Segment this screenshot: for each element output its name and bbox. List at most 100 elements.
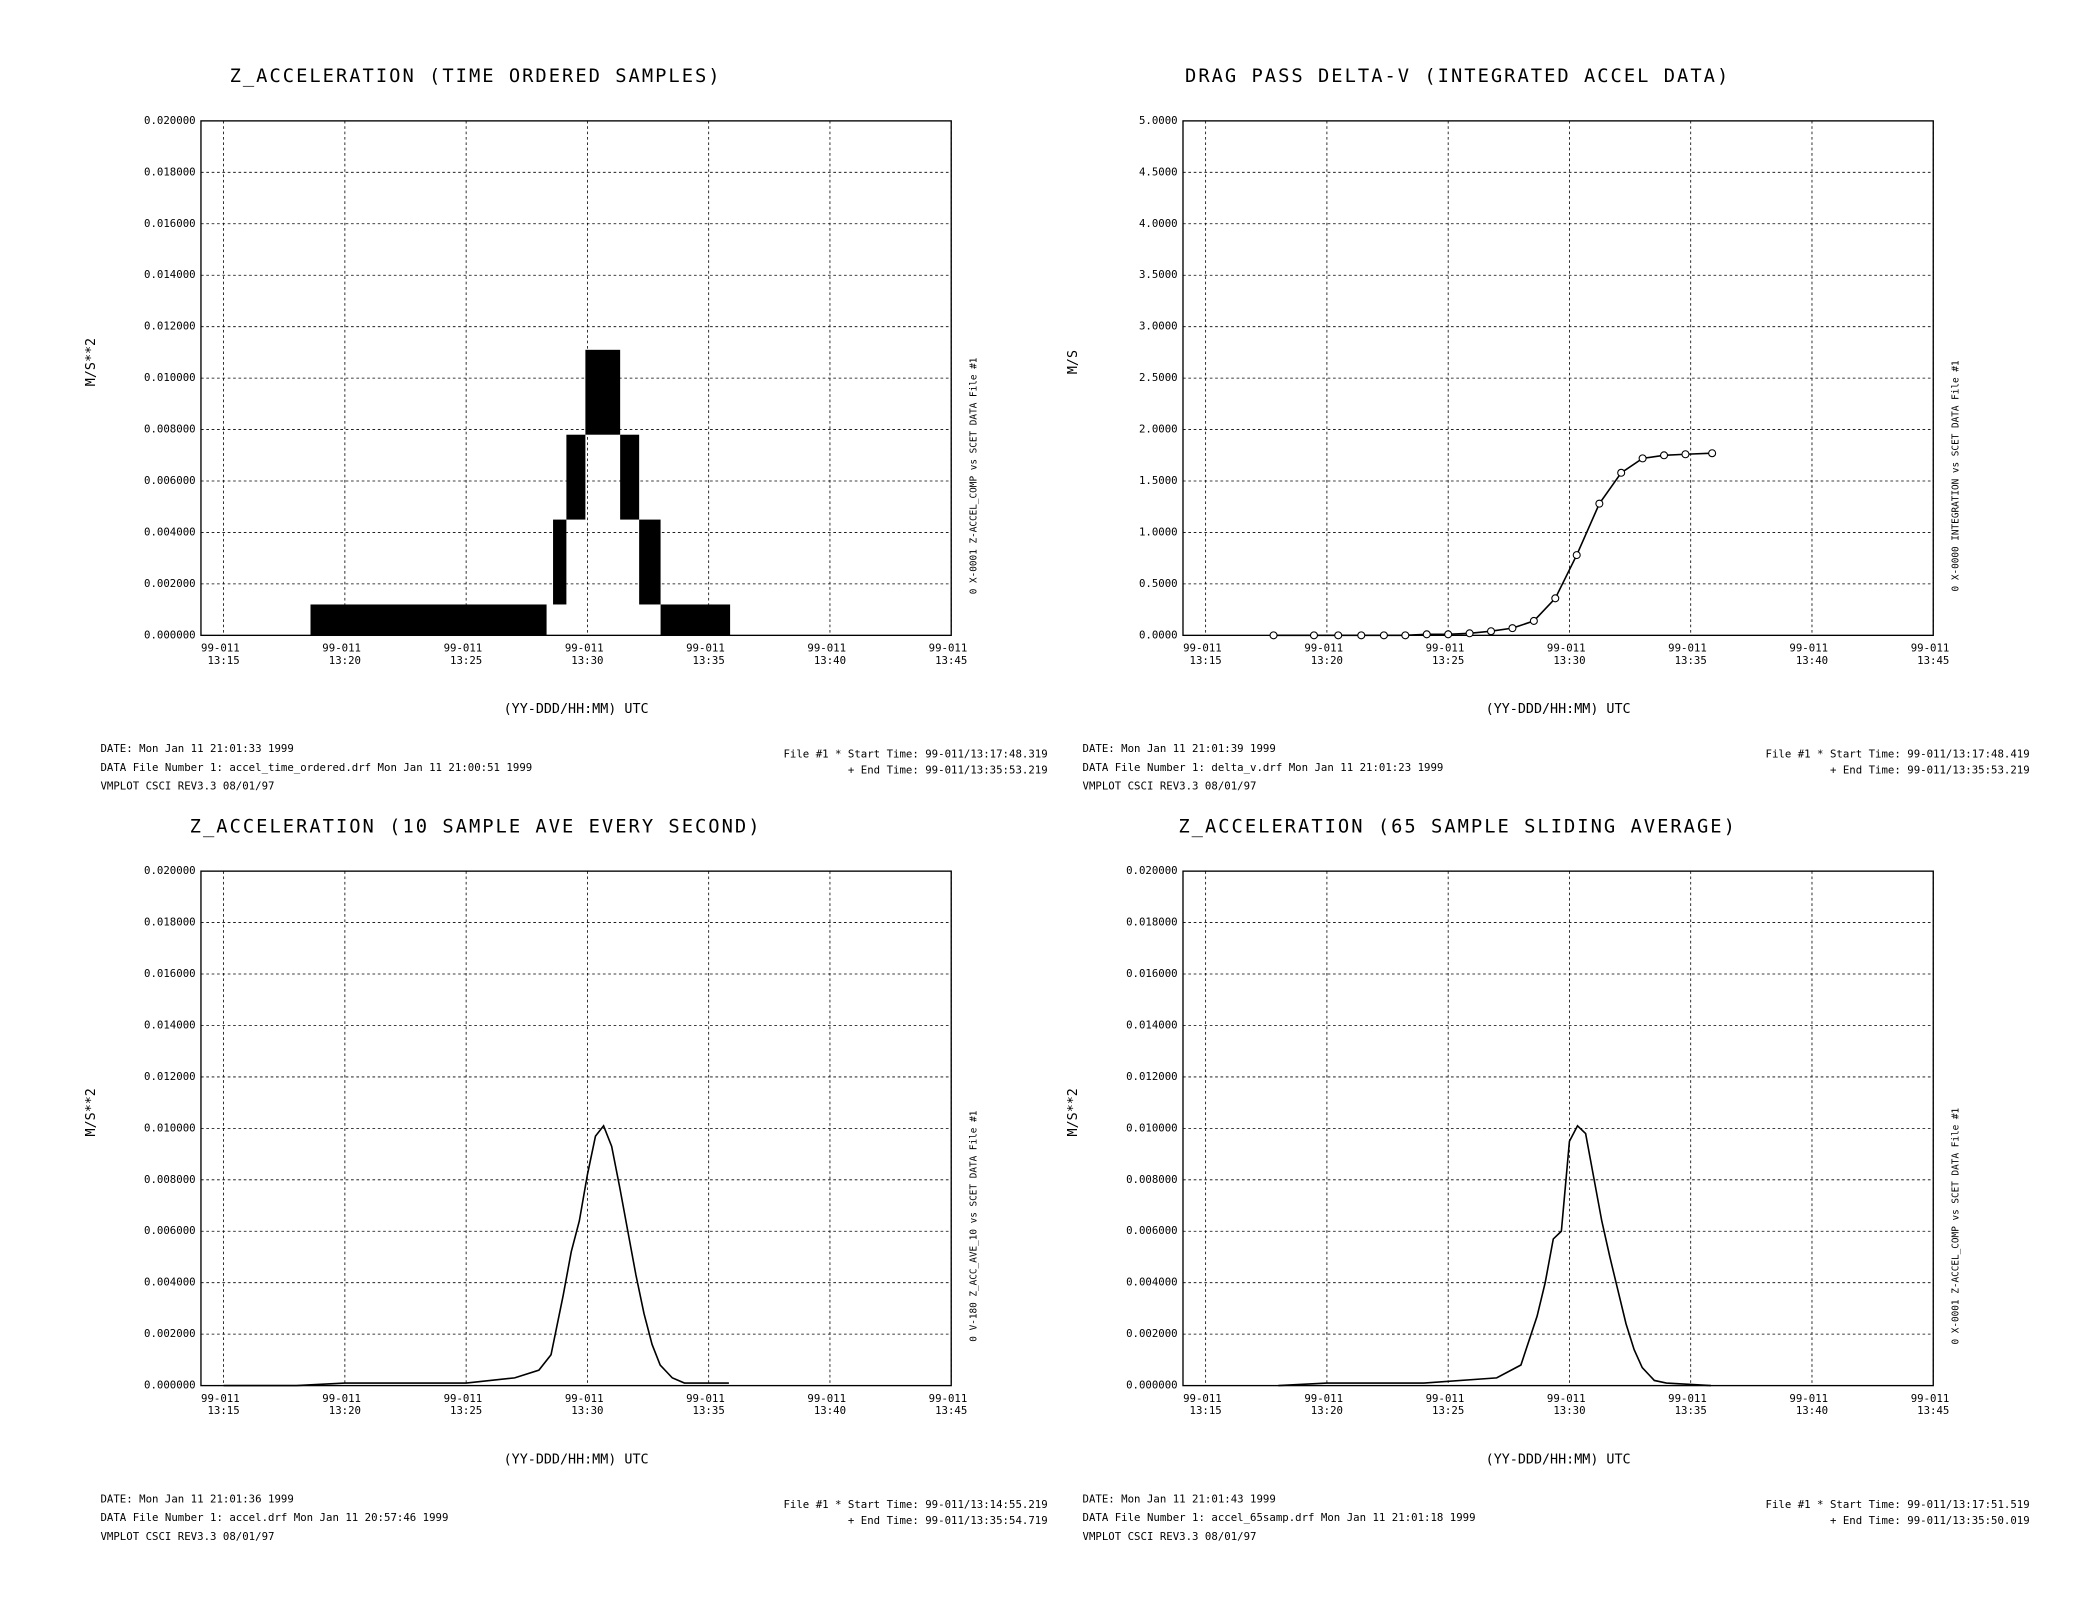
x-tick-label: 99-011 13:15: [201, 1392, 246, 1417]
data-point: [1508, 624, 1517, 633]
time-range: File #1 * Start Time: 99-011/13:17:48.41…: [1766, 748, 2030, 761]
footer-line: DATA File Number 1: accel_time_ordered.d…: [100, 761, 532, 774]
y-tick-label: 0.000000: [144, 628, 196, 641]
y-tick-label: 0.014000: [1126, 1018, 1178, 1031]
chart-title: Z_ACCELERATION (10 SAMPLE AVE EVERY SECO…: [190, 816, 762, 837]
footer-line: DATE: Mon Jan 11 21:01:43 1999: [1083, 1492, 1276, 1505]
plot-frame: [1182, 120, 1934, 637]
y-tick-label: 5.0000: [1139, 114, 1178, 127]
y-tick-label: 0.016000: [144, 217, 196, 230]
x-tick-label: 99-011 13:30: [1547, 642, 1592, 667]
y-tick-label: 0.016000: [144, 967, 196, 980]
x-tick-label: 99-011 13:45: [1911, 642, 1956, 667]
x-tick-label: 99-011 13:15: [1183, 642, 1228, 667]
time-range: + End Time: 99-011/13:35:53.219: [848, 764, 1048, 777]
y-tick-label: 0.020000: [144, 864, 196, 877]
side-label: 0 X-0001 Z-ACCEL_COMP vs SCET DATA File …: [968, 358, 979, 595]
x-tick-label: 99-011 13:20: [322, 1392, 367, 1417]
y-tick-label: 0.018000: [144, 916, 196, 929]
range-bar: [553, 519, 567, 605]
y-axis-label: M/S: [1066, 350, 1081, 374]
y-axis-label: M/S**2: [1066, 1088, 1081, 1136]
plot-frame: [200, 120, 952, 637]
y-tick-label: 0.008000: [144, 1173, 196, 1186]
y-tick-label: 0.010000: [1126, 1121, 1178, 1134]
chart-title: Z_ACCELERATION (65 SAMPLE SLIDING AVERAG…: [1178, 816, 1737, 837]
x-axis-label: (YY-DDD/HH:MM) UTC: [1486, 702, 1631, 717]
x-tick-label: 99-011 13:40: [807, 642, 852, 667]
y-tick-label: 0.012000: [144, 320, 196, 333]
time-range: + End Time: 99-011/13:35:53.219: [1830, 764, 2030, 777]
y-tick-label: 0.002000: [144, 577, 196, 590]
data-point: [1660, 451, 1669, 460]
data-point: [1422, 630, 1431, 639]
range-bar: [585, 349, 621, 435]
footer-line: VMPLOT CSCI REV3.3 08/01/97: [100, 780, 274, 793]
y-tick-label: 0.010000: [144, 371, 196, 384]
x-tick-label: 99-011 13:35: [1668, 642, 1713, 667]
y-tick-label: 0.010000: [144, 1121, 196, 1134]
footer-line: DATA File Number 1: accel.drf Mon Jan 11…: [100, 1511, 448, 1524]
data-point: [1572, 551, 1581, 560]
footer-line: VMPLOT CSCI REV3.3 08/01/97: [1083, 1530, 1257, 1543]
y-tick-label: 0.5000: [1139, 577, 1178, 590]
x-tick-label: 99-011 13:35: [686, 1392, 731, 1417]
data-line: [1273, 452, 1713, 637]
footer-line: VMPLOT CSCI REV3.3 08/01/97: [1083, 780, 1257, 793]
x-tick-label: 99-011 13:35: [686, 642, 731, 667]
time-range: File #1 * Start Time: 99-011/13:14:55.21…: [783, 1498, 1047, 1511]
chart-title: Z_ACCELERATION (TIME ORDERED SAMPLES): [230, 66, 722, 87]
data-point: [1269, 631, 1278, 640]
y-tick-label: 3.0000: [1139, 320, 1178, 333]
range-bar: [660, 604, 731, 636]
y-tick-label: 4.5000: [1139, 165, 1178, 178]
x-axis-label: (YY-DDD/HH:MM) UTC: [504, 1452, 649, 1467]
range-bar: [639, 519, 661, 605]
chart-panel: Z_ACCELERATION (TIME ORDERED SAMPLES) M/S…: [84, 66, 1048, 793]
y-tick-label: 0.014000: [144, 1018, 196, 1031]
y-tick-label: 4.0000: [1139, 217, 1178, 230]
footer-line: VMPLOT CSCI REV3.3 08/01/97: [100, 1530, 274, 1543]
data-point: [1708, 449, 1717, 458]
data-point: [1357, 631, 1366, 640]
y-tick-label: 0.006000: [144, 474, 196, 487]
y-tick-label: 0.0000: [1139, 628, 1178, 641]
chart-panel: Z_ACCELERATION (10 SAMPLE AVE EVERY SECO…: [84, 816, 1048, 1543]
footer-line: DATE: Mon Jan 11 21:01:33 1999: [100, 742, 293, 755]
data-point: [1486, 627, 1496, 636]
y-tick-label: 0.014000: [144, 268, 196, 281]
plot-frame: [200, 870, 952, 1387]
data-point: [1595, 499, 1604, 508]
data-point: [1309, 631, 1318, 640]
data-point: [1638, 454, 1647, 463]
footer-line: DATE: Mon Jan 11 21:01:36 1999: [100, 1492, 293, 1505]
chart-title: DRAG PASS DELTA-V (INTEGRATED ACCEL DATA…: [1185, 66, 1730, 87]
y-tick-label: 0.004000: [1126, 1276, 1178, 1289]
side-label: 0 X-0001 Z-ACCEL_COMP vs SCET DATA File …: [1951, 1108, 1962, 1345]
side-label: 0 X-0000 INTEGRATION vs SCET DATA File #…: [1951, 360, 1962, 591]
data-line: [1278, 1124, 1711, 1387]
y-tick-label: 1.5000: [1139, 474, 1178, 487]
footer-line: DATE: Mon Jan 11 21:01:39 1999: [1083, 742, 1276, 755]
data-point: [1529, 616, 1538, 625]
data-line: [223, 1124, 729, 1387]
x-tick-label: 99-011 13:45: [929, 1392, 974, 1417]
time-range: File #1 * Start Time: 99-011/13:17:51.51…: [1766, 1498, 2030, 1511]
x-tick-label: 99-011 13:20: [1304, 1392, 1349, 1417]
footer-line: DATA File Number 1: delta_v.drf Mon Jan …: [1083, 761, 1444, 774]
data-point: [1444, 630, 1453, 639]
x-tick-label: 99-011 13:30: [1547, 1392, 1592, 1417]
x-tick-label: 99-011 13:15: [1183, 1392, 1228, 1417]
x-tick-label: 99-011 13:25: [1426, 1392, 1471, 1417]
range-bar: [566, 434, 586, 520]
time-range: File #1 * Start Time: 99-011/13:17:48.31…: [783, 748, 1047, 761]
y-tick-label: 0.000000: [144, 1379, 196, 1392]
data-point: [1551, 594, 1560, 603]
y-tick-label: 0.018000: [1126, 916, 1178, 929]
x-tick-label: 99-011 13:15: [201, 642, 246, 667]
x-tick-label: 99-011 13:20: [1304, 642, 1349, 667]
y-tick-label: 0.000000: [1126, 1379, 1178, 1392]
x-tick-label: 99-011 13:45: [929, 642, 974, 667]
x-tick-label: 99-011 13:25: [1426, 642, 1471, 667]
y-tick-label: 0.002000: [144, 1327, 196, 1340]
